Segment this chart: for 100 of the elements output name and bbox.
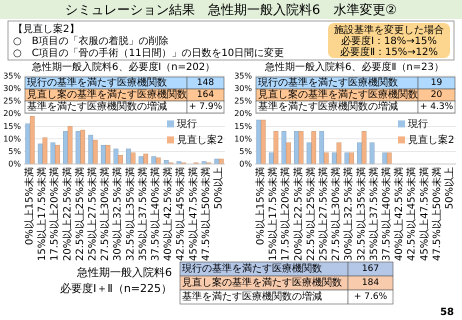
x-tick-label: 50%以上 bbox=[444, 167, 456, 210]
bar bbox=[114, 148, 118, 164]
x-tick-label: 32.5%以上35%未満 bbox=[355, 167, 368, 261]
x-tick-label: 0%以上15%未満 bbox=[254, 167, 266, 246]
bar bbox=[76, 131, 80, 164]
y-tick-label: 30% bbox=[234, 84, 252, 94]
x-tick-label: 22.5%以上25%未満 bbox=[74, 167, 86, 261]
text: 184 bbox=[362, 278, 380, 288]
text: 必要度Ⅰ：18%→15% bbox=[341, 35, 437, 47]
bar bbox=[324, 152, 329, 164]
x-tick-label: 40%以上42.5%未満 bbox=[393, 167, 406, 261]
y-tick-label: 20% bbox=[234, 109, 252, 118]
legend-label: 現行 bbox=[408, 118, 428, 130]
x-tick-label: 17.5%以上20%未満 bbox=[48, 167, 61, 261]
annotation: 現行の基準を満たす医療機関数 bbox=[27, 76, 167, 88]
y-tick-label: 15% bbox=[3, 122, 22, 131]
x-tick-label: 25%以上27.5%未満 bbox=[86, 167, 98, 261]
bar bbox=[362, 131, 366, 164]
x-tick-label: 37.5%以上40%未満 bbox=[380, 167, 393, 261]
bar bbox=[156, 158, 161, 164]
y-tick-label: 35% bbox=[234, 72, 252, 80]
annotation: 20 bbox=[430, 90, 442, 100]
text: 58 bbox=[440, 307, 454, 318]
annotation: + 4.3% bbox=[420, 102, 454, 112]
y-tick-label: 15% bbox=[234, 122, 252, 131]
bar bbox=[50, 142, 56, 164]
y-tick-label: 10% bbox=[3, 134, 22, 144]
text: 必要度Ⅱ：15%→12% bbox=[340, 46, 438, 58]
bar bbox=[294, 131, 299, 164]
x-tick-label: 47.5%以上50%未満 bbox=[430, 167, 443, 261]
text: ○ B項目の「衣服の着脱」の削除 bbox=[13, 35, 169, 47]
bar bbox=[311, 131, 316, 164]
legend-label: 見直し案2 bbox=[177, 134, 224, 146]
bar bbox=[126, 148, 131, 164]
x-tick-label: 35%以上37.5%未満 bbox=[368, 167, 380, 261]
legend-label: 現行 bbox=[177, 118, 197, 130]
text: 167 bbox=[362, 264, 380, 274]
x-tick-label: 27.5%以上30%未満 bbox=[330, 167, 342, 261]
bar bbox=[143, 154, 148, 164]
text: + 7.6% bbox=[354, 292, 388, 302]
x-tick-label: 27.5%以上30%未満 bbox=[99, 167, 112, 261]
bar bbox=[25, 124, 30, 164]
bar bbox=[106, 144, 110, 164]
bar bbox=[151, 156, 156, 164]
y-tick-label: 5% bbox=[8, 146, 22, 156]
y-tick-label: 0% bbox=[239, 160, 252, 168]
bar bbox=[382, 152, 388, 164]
x-tick-label: 0%以上15%未満 bbox=[23, 167, 36, 246]
annotation: + 7.9% bbox=[188, 102, 223, 112]
x-tick-label: 45%以上47.5%未満 bbox=[418, 167, 430, 261]
annotation: 148 bbox=[196, 78, 214, 88]
bar bbox=[349, 152, 354, 164]
text: 【見直し案2】 bbox=[13, 23, 80, 35]
bar bbox=[68, 126, 72, 164]
text: 基準を満たす医療機関数の増減 bbox=[182, 290, 322, 302]
annotation: 基準を満たす医療機関数の増減 bbox=[27, 100, 167, 112]
annotation: 164 bbox=[196, 90, 214, 100]
bar bbox=[80, 130, 86, 164]
bar bbox=[256, 120, 262, 164]
y-tick-label: 20% bbox=[3, 109, 22, 118]
x-tick-label: 35%以上37.5%未満 bbox=[136, 167, 149, 261]
bar bbox=[214, 158, 220, 164]
x-tick-label: 25%以上27.5%未満 bbox=[317, 167, 330, 261]
y-tick-label: 10% bbox=[234, 134, 252, 144]
x-tick-label: 15%以上17.5%未満 bbox=[36, 167, 48, 261]
bar bbox=[55, 144, 60, 164]
x-tick-label: 45%以上47.5%未満 bbox=[187, 167, 200, 261]
text: シミュレーション結果 急性期一般入院料6 水準変更② bbox=[65, 2, 397, 18]
chart-title: 急性期一般入院料6、必要度Ⅱ（n=23） bbox=[264, 61, 444, 73]
text: 現行の基準を満たす医療機関数 bbox=[182, 262, 322, 274]
bar bbox=[260, 120, 266, 164]
bar bbox=[100, 144, 106, 164]
annotation: 見直し案の基準を満たす医療機関数 bbox=[258, 88, 418, 100]
x-tick-label: 30%以上32.5%未満 bbox=[112, 167, 124, 261]
y-tick-label: 25% bbox=[234, 96, 252, 106]
bar bbox=[92, 140, 98, 164]
bar bbox=[281, 131, 286, 164]
x-tick-label: 15%以上17.5%未満 bbox=[267, 167, 280, 261]
bar bbox=[306, 142, 312, 164]
x-tick-label: 17.5%以上20%未満 bbox=[280, 167, 292, 261]
bar bbox=[386, 152, 392, 164]
bar bbox=[336, 142, 342, 164]
bar bbox=[298, 131, 304, 164]
bar bbox=[88, 134, 94, 164]
y-tick-label: 25% bbox=[3, 96, 22, 106]
bar bbox=[357, 142, 362, 164]
x-tick-label: 47.5%以上50%未満 bbox=[200, 167, 212, 261]
x-tick-label: 30%以上32.5%未満 bbox=[342, 167, 355, 261]
annotation: 基準を満たす医療機関数の増減 bbox=[258, 100, 398, 112]
bar bbox=[130, 152, 136, 164]
annotation: 見直し案の基準を満たす医療機関数 bbox=[27, 88, 187, 100]
y-tick-label: 30% bbox=[3, 84, 22, 94]
bar bbox=[118, 155, 123, 164]
text: 見直し案の基準を満たす医療機関数 bbox=[182, 276, 342, 288]
y-tick-label: 5% bbox=[239, 146, 252, 156]
legend-label: 見直し案2 bbox=[408, 134, 454, 146]
y-tick-label: 35% bbox=[3, 72, 22, 80]
bar bbox=[30, 116, 35, 164]
x-tick-label: 22.5%以上25%未満 bbox=[304, 167, 317, 261]
x-tick-label: 20%以上22.5%未満 bbox=[61, 167, 74, 261]
